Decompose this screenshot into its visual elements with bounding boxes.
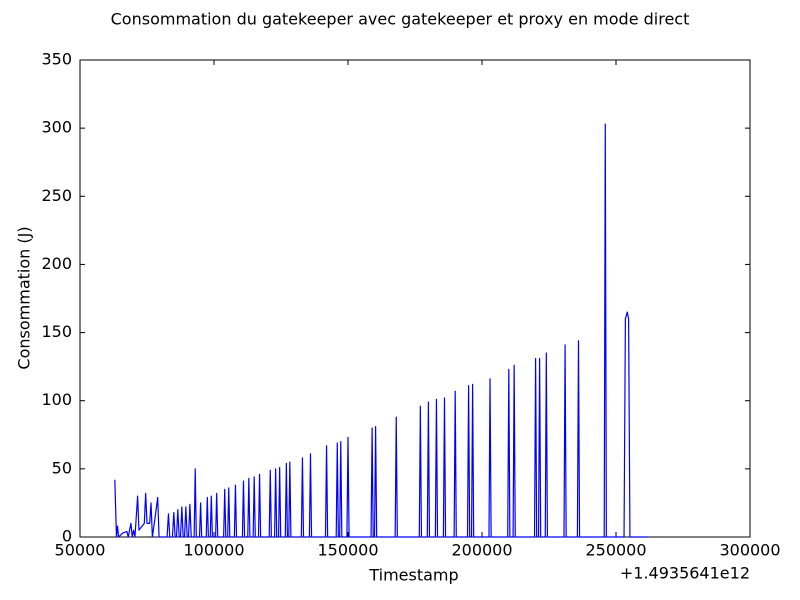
chart-title: Consommation du gatekeeper avec gatekeep…	[111, 10, 690, 29]
x-tick-label: 250000	[585, 541, 646, 560]
x-tick-label: 50000	[55, 541, 106, 560]
y-tick-label: 350	[41, 50, 72, 69]
x-tick-label: 150000	[317, 541, 378, 560]
y-tick-label: 100	[41, 390, 72, 409]
y-tick-label: 300	[41, 118, 72, 137]
y-tick-label: 200	[41, 254, 72, 273]
x-offset-label: +1.4935641e12	[620, 564, 750, 583]
data-line	[114, 123, 649, 538]
y-axis-label: Consommation (J)	[15, 226, 34, 369]
x-tick-label: 100000	[183, 541, 244, 560]
y-tick-label: 50	[52, 458, 72, 477]
plot-frame	[79, 59, 751, 538]
y-tick-label: 0	[62, 527, 72, 546]
x-tick-label: 200000	[451, 541, 512, 560]
y-tick-label: 150	[41, 322, 72, 341]
y-tick-label: 250	[41, 186, 72, 205]
x-axis-label: Timestamp	[368, 566, 458, 585]
x-tick-label: 300000	[719, 541, 780, 560]
